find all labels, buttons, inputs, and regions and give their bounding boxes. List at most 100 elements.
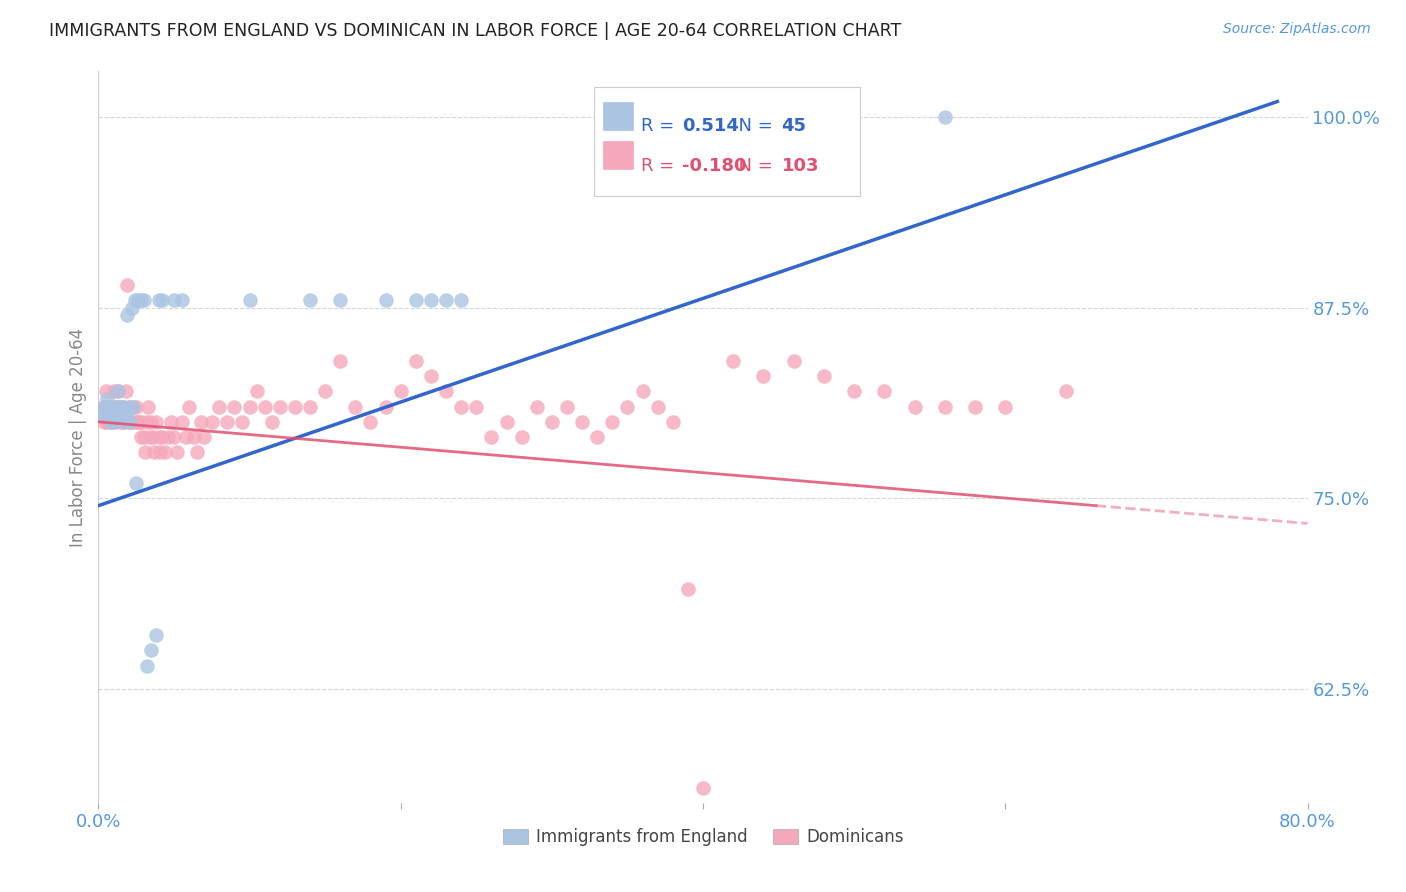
Point: [122, 400, 145, 414]
Point: [142, 430, 165, 444]
Point: [129, 293, 152, 307]
Point: [145, 628, 167, 642]
Point: [107, 407, 129, 421]
Point: [139, 430, 162, 444]
Y-axis label: In Labor Force | Age 20-64: In Labor Force | Age 20-64: [69, 327, 87, 547]
Point: [112, 400, 135, 414]
Point: [121, 415, 143, 429]
Point: [101, 400, 124, 414]
Point: [136, 400, 159, 414]
Text: N =: N =: [727, 157, 779, 175]
Point: [201, 415, 224, 429]
Point: [103, 400, 125, 414]
FancyBboxPatch shape: [595, 87, 860, 195]
Text: R =: R =: [641, 118, 686, 136]
Point: [314, 384, 336, 399]
Point: [98, 400, 121, 414]
Point: [120, 415, 142, 429]
Point: [224, 400, 246, 414]
Point: [105, 400, 128, 414]
Point: [405, 354, 427, 368]
Point: [94, 384, 117, 399]
Text: 103: 103: [782, 157, 820, 175]
Point: [93, 415, 115, 429]
Point: [374, 293, 396, 307]
Point: [783, 354, 806, 368]
Point: [602, 415, 624, 429]
Point: [104, 407, 127, 421]
Point: [107, 384, 129, 399]
Point: [127, 415, 149, 429]
Point: [239, 400, 262, 414]
Point: [128, 415, 150, 429]
Point: [103, 384, 125, 399]
Point: [389, 384, 412, 399]
FancyBboxPatch shape: [603, 102, 633, 130]
Point: [434, 384, 457, 399]
Point: [141, 415, 163, 429]
Point: [110, 407, 132, 421]
Point: [110, 400, 132, 414]
Point: [269, 400, 291, 414]
Point: [120, 400, 142, 414]
Point: [752, 369, 775, 384]
Point: [555, 400, 578, 414]
Point: [631, 384, 654, 399]
Point: [299, 293, 322, 307]
Point: [121, 301, 143, 315]
Point: [94, 407, 117, 421]
Point: [231, 415, 253, 429]
Point: [100, 415, 122, 429]
Point: [166, 445, 188, 459]
Point: [111, 400, 134, 414]
Point: [131, 415, 153, 429]
Point: [122, 400, 145, 414]
Point: [101, 415, 124, 429]
Point: [143, 445, 166, 459]
FancyBboxPatch shape: [603, 141, 633, 169]
Point: [100, 400, 122, 414]
Text: 0.514: 0.514: [682, 118, 740, 136]
Point: [93, 400, 115, 414]
Legend: Immigrants from England, Dominicans: Immigrants from England, Dominicans: [496, 822, 910, 853]
Point: [94, 400, 117, 414]
Point: [1054, 384, 1077, 399]
Point: [91, 400, 114, 414]
Point: [190, 415, 212, 429]
Point: [262, 415, 284, 429]
Point: [104, 415, 127, 429]
Point: [163, 293, 186, 307]
Point: [965, 400, 987, 414]
Point: [934, 110, 956, 124]
Point: [813, 369, 835, 384]
Point: [170, 293, 193, 307]
Point: [193, 430, 215, 444]
Point: [118, 415, 141, 429]
Point: [239, 293, 262, 307]
Point: [723, 354, 745, 368]
Point: [111, 415, 134, 429]
Point: [934, 400, 956, 414]
Point: [150, 430, 173, 444]
Point: [148, 430, 170, 444]
Point: [135, 658, 157, 673]
Point: [96, 415, 118, 429]
Point: [647, 400, 669, 414]
Point: [98, 400, 121, 414]
Point: [98, 407, 121, 421]
Point: [434, 293, 457, 307]
Point: [124, 293, 146, 307]
Text: 45: 45: [782, 118, 807, 136]
Point: [344, 400, 367, 414]
Point: [115, 277, 138, 292]
Point: [103, 415, 125, 429]
Text: -0.180: -0.180: [682, 157, 747, 175]
Point: [118, 400, 141, 414]
Point: [132, 293, 155, 307]
Point: [163, 430, 186, 444]
Point: [124, 415, 146, 429]
Point: [329, 293, 352, 307]
Point: [420, 293, 443, 307]
Point: [450, 400, 472, 414]
Point: [299, 400, 322, 414]
